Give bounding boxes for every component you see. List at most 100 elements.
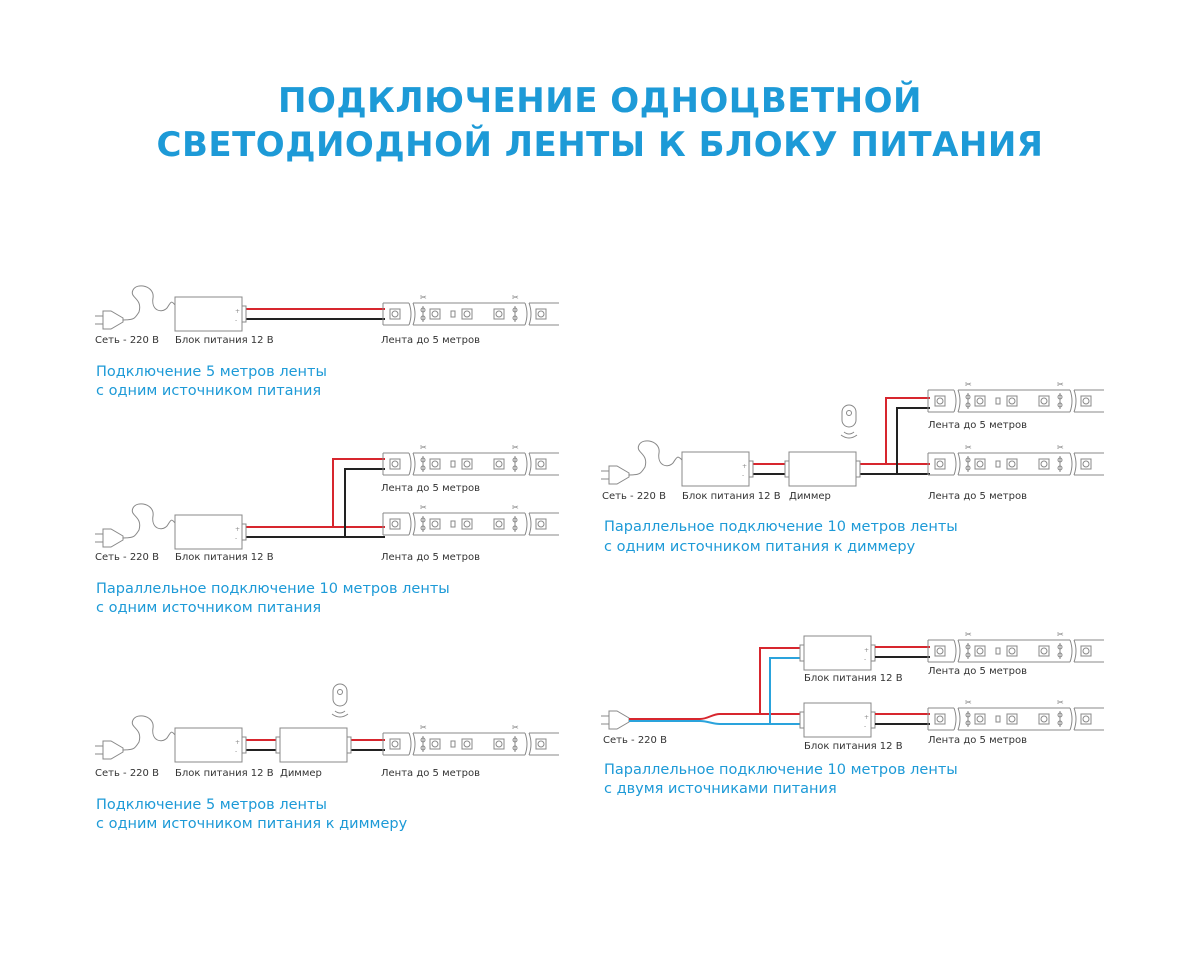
scissors-icon: ✂ bbox=[1057, 698, 1064, 707]
led-chip bbox=[934, 713, 946, 725]
led-chip bbox=[1080, 645, 1092, 657]
led-chip bbox=[535, 518, 547, 530]
minus-mark: - bbox=[864, 656, 866, 663]
led-chip bbox=[493, 518, 505, 530]
led-lens bbox=[431, 520, 439, 528]
resistor bbox=[450, 740, 456, 748]
led-chip bbox=[1038, 713, 1050, 725]
psu-input-terminal bbox=[799, 711, 805, 729]
led-chip bbox=[493, 308, 505, 320]
led-lens bbox=[463, 310, 471, 318]
scissors-icon: ✂ bbox=[512, 293, 519, 302]
solder-pad bbox=[420, 745, 426, 751]
plug-icon bbox=[95, 285, 176, 330]
led-strip: ✂ ✂ bbox=[927, 630, 1104, 663]
power-cord bbox=[628, 440, 683, 476]
led-chip bbox=[1038, 458, 1050, 470]
led-lens bbox=[495, 460, 503, 468]
strip-segments bbox=[953, 707, 1104, 731]
strip-segments bbox=[408, 452, 559, 476]
strip-outline bbox=[927, 452, 954, 476]
led-lens bbox=[463, 460, 471, 468]
led-chip bbox=[1038, 645, 1050, 657]
led-lens bbox=[1040, 715, 1048, 723]
power-supply-unit: +- bbox=[174, 727, 247, 763]
plug-body bbox=[608, 710, 630, 730]
scissors-icon: ✂ bbox=[965, 630, 972, 639]
signal-wave-icon bbox=[334, 710, 346, 714]
mains-label: Сеть - 220 В bbox=[603, 735, 667, 746]
led-chip bbox=[1006, 458, 1018, 470]
solder-pad bbox=[420, 737, 426, 743]
strip-label: Лента до 5 метров bbox=[381, 483, 480, 494]
led-lens bbox=[976, 460, 984, 468]
minus-mark: - bbox=[235, 535, 237, 542]
led-chip bbox=[974, 395, 986, 407]
led-chip bbox=[535, 308, 547, 320]
led-lens bbox=[1040, 647, 1048, 655]
psu-box bbox=[803, 702, 872, 738]
strip-segments bbox=[408, 732, 559, 756]
power-supply-unit: +- bbox=[799, 702, 876, 738]
solder-pad bbox=[965, 465, 971, 471]
led-lens bbox=[1082, 647, 1090, 655]
solder-pad bbox=[1057, 402, 1063, 408]
led-lens bbox=[1040, 460, 1048, 468]
signal-wave-icon bbox=[840, 434, 858, 439]
led-lens bbox=[1082, 715, 1090, 723]
strip-outline bbox=[927, 707, 954, 731]
psu-output-terminal bbox=[870, 711, 876, 729]
scissors-icon: ✂ bbox=[1057, 380, 1064, 389]
led-chip bbox=[493, 738, 505, 750]
solder-pad bbox=[1057, 720, 1063, 726]
solder-pad bbox=[512, 745, 518, 751]
led-lens bbox=[391, 460, 399, 468]
plug-body bbox=[608, 465, 630, 485]
led-chip bbox=[535, 458, 547, 470]
led-lens bbox=[976, 397, 984, 405]
power-cord bbox=[122, 285, 176, 321]
caption-line-1: Подключение 5 метров ленты bbox=[96, 364, 327, 380]
led-lens bbox=[431, 310, 439, 318]
diagram-10m-parallel-with-dimmer: Лента до 5 метров Сеть - 220 В Блок пита… bbox=[601, 380, 1104, 555]
psu-output-terminal bbox=[241, 736, 247, 754]
strip-segments bbox=[408, 512, 559, 536]
strip-outline bbox=[382, 302, 409, 326]
scissors-icon: ✂ bbox=[420, 443, 427, 452]
power-supply-unit: +- bbox=[174, 514, 247, 550]
led-lens bbox=[1040, 397, 1048, 405]
strip-label: Лента до 5 метров bbox=[381, 552, 480, 563]
solder-pad bbox=[512, 737, 518, 743]
psu-box bbox=[174, 514, 243, 550]
mains-label: Сеть - 220 В bbox=[95, 552, 159, 563]
caption-line-1: Параллельное подключение 10 метров ленты bbox=[604, 519, 958, 535]
caption-line-2: с одним источником питания к диммеру bbox=[604, 539, 916, 555]
led-chip bbox=[1080, 713, 1092, 725]
dimmer-unit bbox=[275, 727, 352, 763]
solder-pad bbox=[420, 465, 426, 471]
led-lens bbox=[976, 647, 984, 655]
psu-output-terminal bbox=[241, 305, 247, 323]
plug-icon bbox=[601, 440, 683, 485]
led-chip bbox=[934, 458, 946, 470]
caption-line-1: Подключение 5 метров ленты bbox=[96, 797, 327, 813]
led-lens bbox=[495, 740, 503, 748]
led-lens bbox=[1008, 460, 1016, 468]
resistor bbox=[450, 460, 456, 468]
plus-mark: + bbox=[235, 308, 240, 315]
strip-outline bbox=[382, 512, 409, 536]
solder-pad bbox=[420, 517, 426, 523]
led-lens bbox=[495, 520, 503, 528]
solder-pad bbox=[512, 517, 518, 523]
led-chip bbox=[461, 308, 473, 320]
solder-pad bbox=[965, 394, 971, 400]
scissors-icon: ✂ bbox=[965, 380, 972, 389]
remote-button bbox=[846, 410, 852, 416]
psu-label: Блок питания 12 В bbox=[804, 673, 903, 684]
diagram-10m-parallel-two-psu: Блок питания 12 В Лента до 5 метров Сеть… bbox=[601, 630, 1104, 797]
led-chip bbox=[1006, 395, 1018, 407]
positive-wire bbox=[246, 458, 385, 528]
strip-segments bbox=[953, 389, 1104, 413]
led-lens bbox=[976, 715, 984, 723]
scissors-icon: ✂ bbox=[420, 503, 427, 512]
